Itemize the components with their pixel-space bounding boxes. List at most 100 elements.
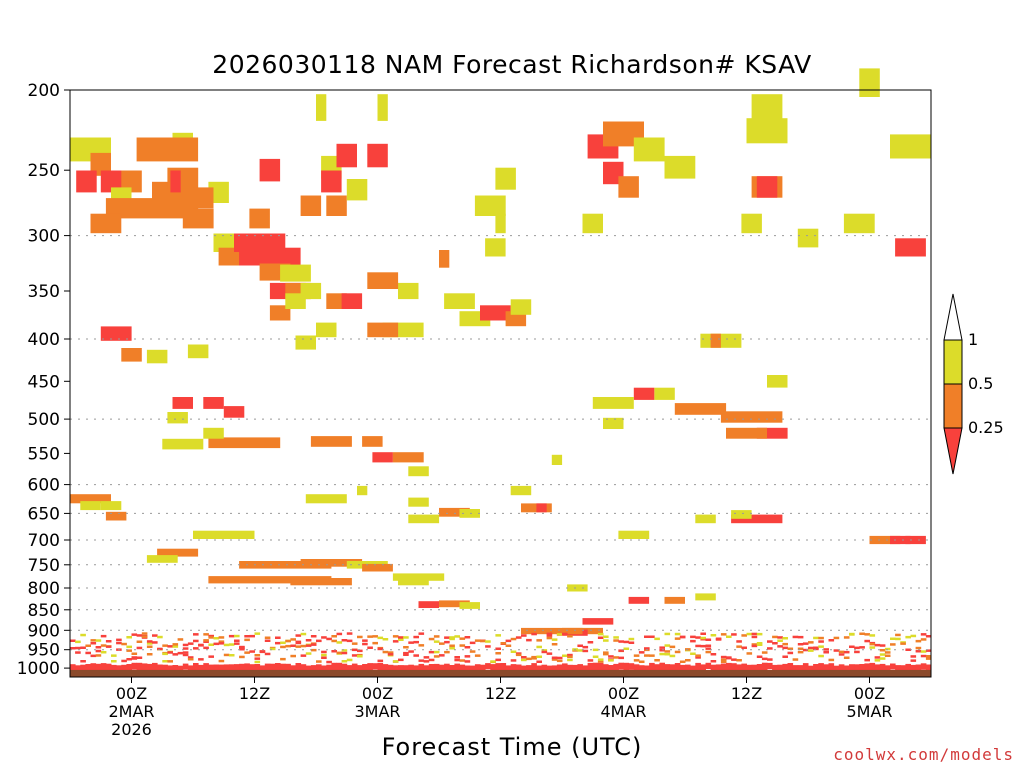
surface-streak <box>449 637 455 641</box>
surface-streak <box>193 633 199 636</box>
surface-cell <box>679 664 686 672</box>
surface-streak <box>664 644 671 647</box>
surface-streak <box>864 658 870 662</box>
surface-cell <box>351 663 358 675</box>
surface-streak <box>884 647 891 651</box>
surface-cell <box>562 663 568 674</box>
surface-streak <box>777 636 783 639</box>
surface-streak <box>136 640 143 643</box>
surface-cell <box>623 662 630 671</box>
surface-streak <box>362 639 368 642</box>
surface-cell <box>464 665 471 672</box>
data-cell <box>193 187 214 209</box>
surface-streak <box>546 636 553 640</box>
surface-streak <box>346 658 353 662</box>
surface-cell <box>239 663 245 672</box>
surface-streak <box>418 632 425 635</box>
surface-streak <box>741 646 747 649</box>
surface-streak <box>874 659 881 662</box>
data-cell <box>208 181 229 203</box>
surface-streak <box>510 659 517 662</box>
surface-streak <box>177 638 184 641</box>
surface-streak <box>633 659 640 662</box>
surface-streak <box>321 650 327 654</box>
surface-streak <box>300 644 307 648</box>
surface-streak <box>428 650 435 654</box>
surface-cell <box>510 664 517 674</box>
surface-cell <box>613 663 619 674</box>
data-cell <box>536 503 547 513</box>
surface-streak <box>264 636 271 639</box>
data-cell <box>392 573 445 581</box>
data-cell <box>746 118 788 144</box>
data-cell <box>146 349 168 364</box>
credit-link[interactable]: coolwx.com/models <box>833 745 1014 764</box>
surface-cell <box>423 665 430 673</box>
surface-streak <box>464 655 471 658</box>
surface-streak <box>674 637 681 640</box>
data-cell <box>280 264 311 282</box>
surface-cell <box>136 662 143 672</box>
surface-cell <box>849 664 855 675</box>
surface-streak <box>592 648 599 652</box>
surface-cell <box>925 664 932 673</box>
surface-streak <box>305 644 312 647</box>
surface-streak <box>321 636 327 639</box>
data-cell <box>905 535 926 545</box>
surface-streak <box>843 650 850 654</box>
surface-streak <box>80 660 86 663</box>
surface-streak <box>674 650 681 654</box>
surface-cell <box>264 663 271 676</box>
data-cell <box>439 507 470 517</box>
surface-streak <box>720 660 727 663</box>
surface-streak <box>485 640 491 643</box>
surface-streak <box>808 649 814 652</box>
surface-streak <box>613 636 619 639</box>
data-cell <box>305 494 347 504</box>
surface-cell <box>603 664 609 672</box>
data-cell <box>510 299 532 315</box>
surface-cell <box>490 664 496 675</box>
surface-streak <box>316 660 322 663</box>
surface-streak <box>449 636 455 639</box>
surface-streak <box>290 654 296 658</box>
surface-streak <box>372 635 378 638</box>
data-cell <box>285 293 306 309</box>
surface-streak <box>751 644 758 648</box>
surface-streak <box>690 635 696 639</box>
surface-streak <box>244 651 250 654</box>
surface-streak <box>828 639 835 642</box>
surface-streak <box>772 642 778 645</box>
data-cell <box>367 272 399 289</box>
surface-streak <box>879 649 886 652</box>
surface-streak <box>234 634 240 638</box>
surface-streak <box>408 641 414 644</box>
surface-streak <box>813 646 819 649</box>
data-cell <box>203 427 224 439</box>
surface-streak <box>679 635 686 639</box>
surface-cell <box>90 663 97 676</box>
surface-streak <box>249 650 255 653</box>
y-tick-label: 300 <box>28 227 60 247</box>
data-cell <box>700 333 742 348</box>
surface-cell <box>664 664 671 675</box>
surface-cell <box>741 663 747 672</box>
surface-streak <box>449 647 455 650</box>
surface-cell <box>526 665 532 674</box>
surface-streak <box>736 659 742 662</box>
surface-cell <box>198 664 204 674</box>
surface-streak <box>582 645 589 649</box>
surface-cell <box>398 665 404 673</box>
data-cell <box>300 559 363 567</box>
surface-streak <box>408 650 414 653</box>
surface-cell <box>792 665 799 672</box>
surface-streak <box>910 634 917 638</box>
surface-streak <box>121 659 127 663</box>
y-tick-label: 900 <box>28 621 60 641</box>
data-cell <box>731 510 752 519</box>
surface-streak <box>690 639 696 643</box>
surface-cell <box>695 662 701 673</box>
surface-streak <box>751 643 758 646</box>
surface-streak <box>900 642 906 645</box>
